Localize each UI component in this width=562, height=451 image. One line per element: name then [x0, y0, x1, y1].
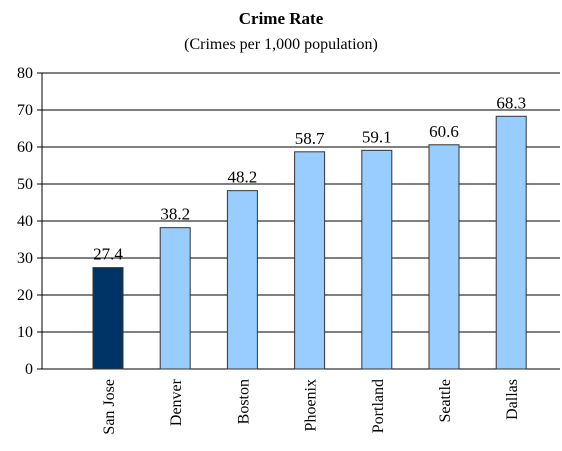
bar-dallas	[495, 115, 527, 370]
x-category-label: Portland	[370, 379, 387, 433]
y-tick-label: 50	[17, 176, 33, 193]
chart-subtitle: (Crimes per 1,000 population)	[184, 36, 378, 53]
bar-portland	[361, 149, 393, 370]
y-tick-label: 80	[17, 65, 33, 82]
bars	[92, 115, 527, 370]
y-tick-label: 10	[17, 324, 33, 341]
x-category-label: Denver	[168, 378, 185, 426]
data-label: 68.3	[496, 93, 526, 112]
y-tick-label: 30	[17, 250, 33, 267]
data-label: 48.2	[228, 168, 258, 187]
x-category-label: Phoenix	[303, 379, 320, 431]
bar-san-jose	[92, 267, 124, 370]
labels: 0 10 20 30 40 50 60 70 80 27.4 San Jose 38.2 Denver 4…	[17, 65, 526, 435]
y-tick-label: 70	[17, 102, 33, 119]
y-tick-label: 0	[25, 361, 33, 378]
data-label: 58.7	[295, 129, 325, 148]
x-category-label: Dallas	[504, 379, 521, 420]
bar-phoenix	[294, 151, 326, 370]
y-tick-label: 40	[17, 213, 33, 230]
chart-title: Crime Rate	[239, 9, 324, 28]
y-tick-label: 20	[17, 287, 33, 304]
bar-denver	[159, 227, 191, 370]
bar-seattle	[428, 144, 460, 370]
x-category-label: Boston	[235, 379, 252, 424]
x-category-label: Seattle	[437, 379, 454, 423]
y-tick-label: 60	[17, 139, 33, 156]
bar-boston	[226, 190, 258, 370]
x-category-label: San Jose	[101, 379, 118, 435]
data-label: 60.6	[429, 122, 459, 141]
data-label: 27.4	[93, 245, 123, 264]
data-label: 38.2	[160, 205, 190, 224]
data-label: 59.1	[362, 127, 392, 146]
